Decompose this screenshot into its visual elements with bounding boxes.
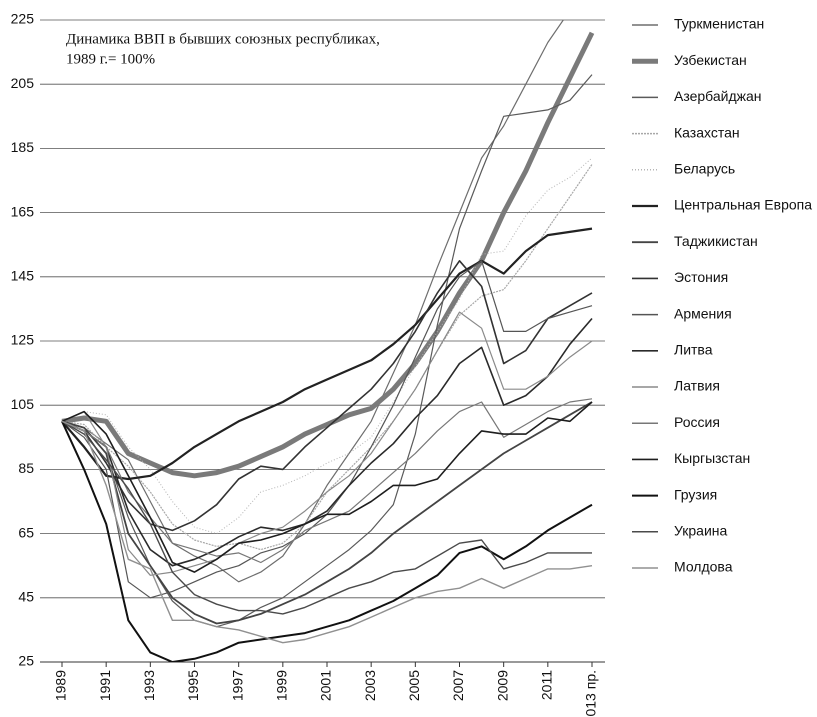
y-tick-label: 165	[11, 203, 35, 219]
y-tick-label: 65	[18, 524, 34, 540]
legend-label: Эстония	[674, 269, 728, 285]
y-tick-label: 125	[11, 332, 35, 348]
x-tick-label: 2005	[406, 670, 422, 701]
series-line	[61, 401, 593, 625]
y-tick-label: 105	[11, 396, 35, 412]
x-tick-label: 1989	[53, 670, 69, 701]
series-line	[61, 260, 593, 532]
series-line	[61, 20, 565, 583]
y-tick-label: 145	[11, 268, 35, 284]
legend-label: Туркменистан	[674, 16, 764, 32]
series-line	[61, 420, 592, 615]
y-tick-label: 45	[18, 589, 34, 605]
series-line	[61, 420, 593, 662]
y-tick-label: 225	[11, 11, 35, 27]
legend-label: Молдова	[674, 559, 733, 575]
legend-label: Украина	[674, 523, 728, 539]
x-tick-label: 1991	[97, 670, 113, 701]
y-tick-label: 205	[11, 75, 35, 91]
x-tick-label: 2013 пр.	[583, 670, 599, 717]
legend-label: Россия	[674, 414, 720, 430]
chart-title: Динамика ВВП в бывших союзных республика…	[66, 31, 380, 47]
series-line	[61, 227, 593, 481]
x-tick-label: 1999	[274, 670, 290, 701]
x-tick-label: 1993	[141, 670, 157, 701]
x-tick-label: 1997	[229, 670, 245, 701]
y-tick-label: 85	[18, 460, 34, 476]
y-tick-label: 25	[18, 653, 34, 669]
x-tick-label: 2009	[494, 670, 510, 701]
legend-label: Грузия	[674, 486, 717, 502]
legend-label: Латвия	[674, 378, 720, 394]
y-tick-label: 185	[11, 139, 35, 155]
legend-label: Литва	[674, 342, 713, 358]
legend-label: Узбекистан	[674, 52, 747, 68]
title-background	[62, 27, 392, 77]
series-line	[61, 420, 593, 644]
x-tick-label: 2011	[539, 670, 555, 700]
chart-subtitle: 1989 г.= 100%	[66, 51, 155, 67]
x-tick-label: 2001	[318, 670, 334, 701]
legend-label: Беларусь	[674, 161, 735, 177]
x-tick-label: 2007	[450, 670, 466, 701]
legend-label: Таджикистан	[674, 233, 758, 249]
legend-label: Армения	[674, 305, 732, 321]
series-line	[61, 317, 593, 567]
legend-label: Кыргызстан	[674, 450, 750, 466]
legend-label: Центральная Европа	[674, 197, 812, 213]
series-line	[61, 311, 593, 576]
x-tick-label: 1995	[185, 670, 201, 701]
legend-label: Казахстан	[674, 124, 740, 140]
series-line	[61, 401, 593, 573]
x-tick-label: 2003	[362, 670, 378, 701]
series-line	[61, 74, 593, 628]
legend-label: Азербайджан	[674, 88, 762, 104]
plot-area	[61, 20, 595, 662]
series-line	[61, 31, 595, 479]
